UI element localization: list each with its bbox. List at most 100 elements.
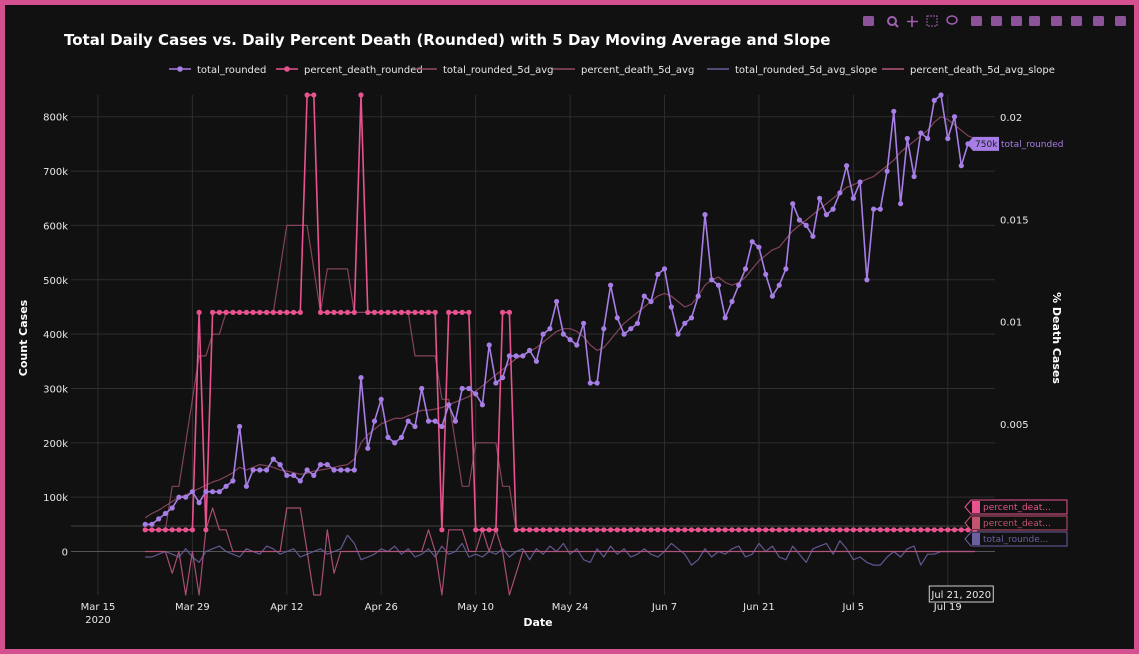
data-point-total_rounded[interactable]	[817, 195, 823, 201]
data-point-percent_death_rounded[interactable]	[452, 309, 458, 315]
data-point-percent_death_rounded[interactable]	[850, 527, 857, 533]
data-point-percent_death_rounded[interactable]	[810, 527, 816, 533]
data-point-percent_death_rounded[interactable]	[250, 309, 256, 315]
series-line-percent_death_5d_avg_slope[interactable]	[145, 507, 975, 596]
data-point-percent_death_rounded[interactable]	[257, 309, 263, 315]
data-point-percent_death_rounded[interactable]	[958, 527, 964, 533]
data-point-percent_death_rounded[interactable]	[823, 527, 830, 533]
data-point-total_rounded[interactable]	[628, 326, 634, 332]
data-point-total_rounded[interactable]	[365, 445, 371, 451]
data-point-percent_death_rounded[interactable]	[203, 527, 209, 533]
data-point-total_rounded[interactable]	[405, 418, 411, 424]
data-point-total_rounded[interactable]	[641, 293, 647, 299]
data-point-percent_death_rounded[interactable]	[547, 527, 553, 533]
data-point-percent_death_rounded[interactable]	[527, 527, 533, 533]
data-point-total_rounded[interactable]	[844, 163, 850, 169]
data-point-percent_death_rounded[interactable]	[479, 527, 485, 533]
data-point-percent_death_rounded[interactable]	[304, 92, 310, 98]
data-point-total_rounded[interactable]	[722, 315, 728, 321]
data-point-percent_death_rounded[interactable]	[891, 527, 897, 533]
data-point-total_rounded[interactable]	[884, 168, 890, 174]
data-point-total_rounded[interactable]	[594, 380, 600, 386]
data-point-percent_death_rounded[interactable]	[270, 309, 276, 315]
data-point-percent_death_rounded[interactable]	[405, 309, 411, 315]
data-point-percent_death_rounded[interactable]	[419, 309, 425, 315]
data-point-total_rounded[interactable]	[918, 130, 924, 136]
data-point-total_rounded[interactable]	[769, 293, 776, 299]
data-point-percent_death_rounded[interactable]	[156, 527, 162, 533]
data-point-percent_death_rounded[interactable]	[243, 309, 249, 315]
data-point-total_rounded[interactable]	[810, 233, 816, 239]
data-point-percent_death_rounded[interactable]	[162, 527, 168, 533]
data-point-total_rounded[interactable]	[425, 418, 432, 424]
data-point-total_rounded[interactable]	[574, 342, 580, 348]
data-point-total_rounded[interactable]	[237, 423, 243, 430]
data-point-percent_death_rounded[interactable]	[769, 527, 776, 533]
series-line-percent_death_5d_avg[interactable]	[145, 224, 975, 531]
data-point-percent_death_rounded[interactable]	[216, 309, 222, 315]
data-point-percent_death_rounded[interactable]	[904, 527, 910, 533]
data-point-percent_death_rounded[interactable]	[756, 527, 762, 533]
data-point-percent_death_rounded[interactable]	[857, 527, 863, 533]
data-point-percent_death_rounded[interactable]	[911, 527, 917, 533]
autoscale-icon[interactable]	[1011, 16, 1022, 26]
data-point-total_rounded[interactable]	[891, 108, 897, 114]
box-select-icon[interactable]	[926, 15, 938, 27]
data-point-total_rounded[interactable]	[338, 467, 344, 473]
data-point-percent_death_rounded[interactable]	[675, 527, 681, 533]
data-point-total_rounded[interactable]	[398, 434, 405, 440]
data-point-percent_death_rounded[interactable]	[169, 527, 175, 533]
pan-icon[interactable]	[907, 16, 918, 27]
data-point-total_rounded[interactable]	[911, 173, 917, 180]
data-point-total_rounded[interactable]	[284, 472, 290, 478]
series-line-total_rounded[interactable]	[145, 94, 975, 526]
data-point-total_rounded[interactable]	[378, 396, 384, 402]
data-point-percent_death_rounded[interactable]	[587, 527, 593, 533]
data-point-percent_death_rounded[interactable]	[338, 309, 344, 315]
data-point-percent_death_rounded[interactable]	[918, 527, 924, 533]
data-point-total_rounded[interactable]	[540, 331, 546, 337]
data-point-percent_death_rounded[interactable]	[567, 527, 573, 533]
data-point-percent_death_rounded[interactable]	[729, 527, 735, 533]
data-point-total_rounded[interactable]	[210, 489, 216, 495]
data-point-total_rounded[interactable]	[385, 434, 391, 440]
data-point-total_rounded[interactable]	[715, 282, 722, 288]
data-point-percent_death_rounded[interactable]	[378, 309, 384, 315]
data-point-percent_death_rounded[interactable]	[763, 527, 769, 533]
data-point-total_rounded[interactable]	[621, 331, 627, 337]
data-point-total_rounded[interactable]	[466, 385, 472, 392]
data-point-total_rounded[interactable]	[513, 353, 519, 359]
data-point-percent_death_rounded[interactable]	[736, 527, 742, 533]
data-point-percent_death_rounded[interactable]	[446, 309, 452, 315]
data-point-total_rounded[interactable]	[634, 320, 641, 326]
data-point-total_rounded[interactable]	[196, 500, 202, 506]
data-point-total_rounded[interactable]	[931, 97, 937, 103]
data-point-percent_death_rounded[interactable]	[540, 527, 546, 533]
data-point-percent_death_rounded[interactable]	[230, 309, 236, 315]
data-point-total_rounded[interactable]	[776, 282, 782, 288]
data-point-percent_death_rounded[interactable]	[594, 527, 600, 533]
data-point-total_rounded[interactable]	[790, 201, 796, 207]
data-point-percent_death_rounded[interactable]	[830, 527, 836, 533]
data-point-percent_death_rounded[interactable]	[196, 309, 202, 315]
data-point-percent_death_rounded[interactable]	[311, 92, 317, 98]
data-point-percent_death_rounded[interactable]	[331, 309, 337, 315]
data-point-percent_death_rounded[interactable]	[365, 309, 371, 315]
legend-item-total_rounded[interactable]: total_rounded	[169, 65, 266, 76]
data-point-total_rounded[interactable]	[655, 271, 661, 277]
data-point-percent_death_rounded[interactable]	[189, 527, 195, 533]
data-point-percent_death_rounded[interactable]	[412, 309, 418, 315]
legend-item-percent_death_5d_avg_slope[interactable]: percent_death_5d_avg_slope	[882, 65, 1055, 76]
data-point-percent_death_rounded[interactable]	[358, 92, 364, 98]
data-point-total_rounded[interactable]	[142, 521, 148, 527]
data-point-total_rounded[interactable]	[783, 266, 789, 272]
data-point-total_rounded[interactable]	[864, 277, 870, 283]
data-point-percent_death_rounded[interactable]	[560, 527, 567, 533]
data-point-percent_death_rounded[interactable]	[223, 309, 229, 315]
data-point-percent_death_rounded[interactable]	[324, 309, 330, 315]
data-point-percent_death_rounded[interactable]	[291, 309, 297, 315]
legend-item-total_rounded_5d_avg_slope[interactable]: total_rounded_5d_avg_slope	[707, 65, 877, 76]
data-point-total_rounded[interactable]	[162, 510, 168, 517]
data-point-total_rounded[interactable]	[331, 467, 337, 473]
data-point-percent_death_rounded[interactable]	[938, 527, 944, 533]
